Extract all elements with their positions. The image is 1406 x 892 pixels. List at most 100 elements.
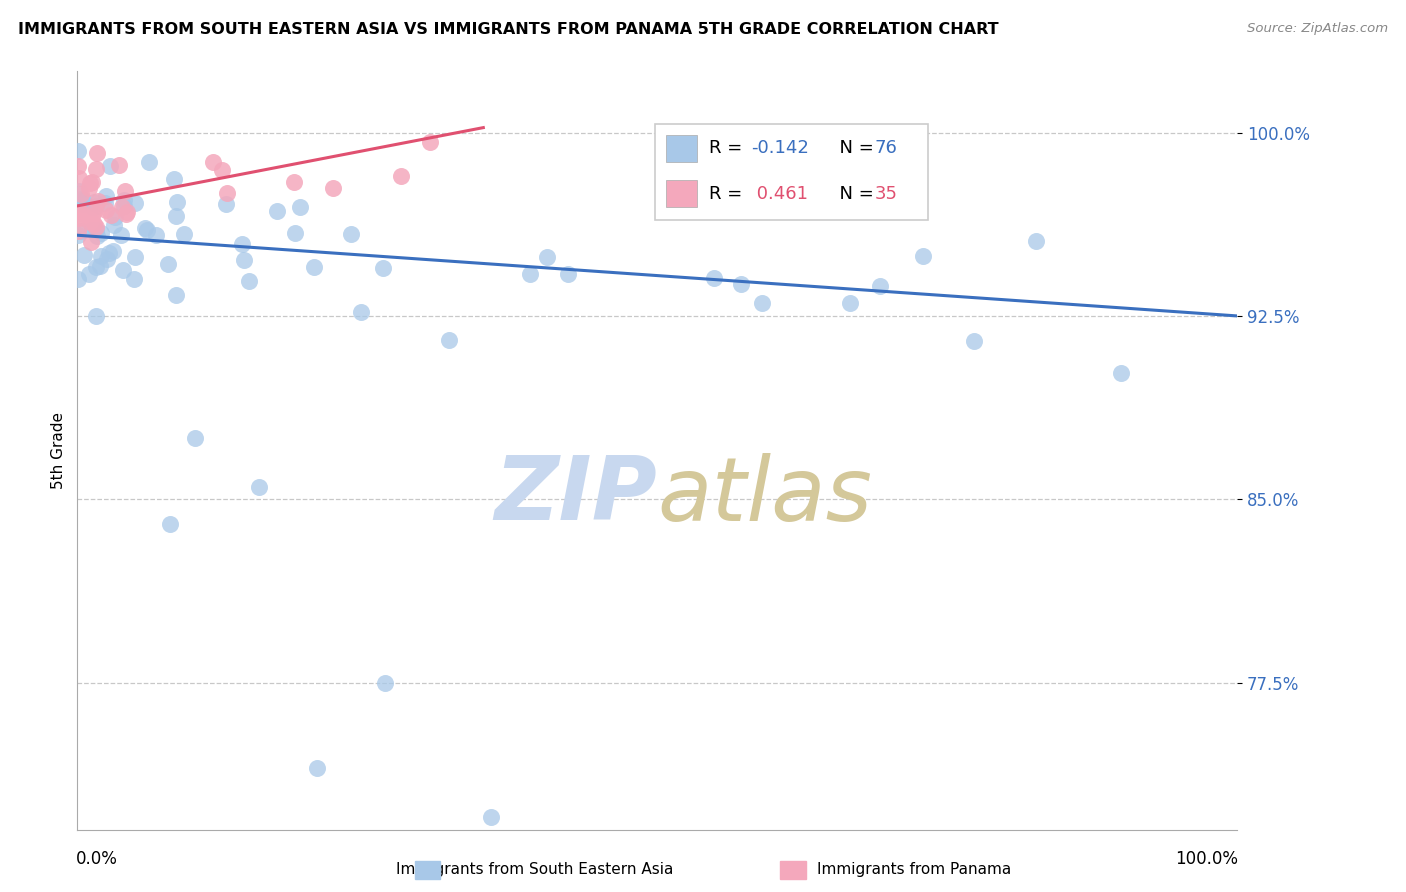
Point [80,235,103,250]
Point [72,193,94,207]
Point [350,305,373,319]
Point [84,223,107,237]
Text: Source: ZipAtlas.com: Source: ZipAtlas.com [1247,22,1388,36]
Point [83,218,105,232]
Point [145,228,167,243]
Y-axis label: 5th Grade: 5th Grade [51,412,66,489]
Point [557,267,579,281]
Point [84,219,107,234]
Point [98,159,121,173]
Text: 35: 35 [875,185,897,202]
Point [911,250,934,264]
Point [302,260,325,275]
Point [94,196,117,211]
Point [115,204,138,219]
Point [82,209,104,223]
Point [79,180,101,194]
Point [96,188,118,202]
Point [305,761,328,775]
Point [96,252,118,267]
Text: IMMIGRANTS FROM SOUTH EASTERN ASIA VS IMMIGRANTS FROM PANAMA 5TH GRADE CORRELATI: IMMIGRANTS FROM SOUTH EASTERN ASIA VS IM… [18,22,998,37]
Point [157,258,180,272]
Point [136,223,159,237]
Point [134,221,156,235]
Point [73,248,96,262]
Point [288,200,311,214]
Text: 100.0%: 100.0% [1175,850,1239,868]
Point [79,176,101,190]
Text: Immigrants from Panama: Immigrants from Panama [817,863,1011,877]
Point [371,260,394,275]
Point [101,244,124,259]
Point [90,249,112,263]
Point [67,272,90,286]
Point [103,218,125,232]
Point [389,169,412,184]
Point [184,431,207,445]
Point [89,259,111,273]
Point [70,206,93,220]
Text: 0.0%: 0.0% [76,850,118,868]
Point [536,250,558,264]
Point [70,224,93,238]
Point [90,226,112,240]
Point [82,200,104,214]
Point [247,480,270,494]
Point [479,810,502,824]
Point [112,199,135,213]
Point [104,211,127,225]
Point [79,214,101,228]
Point [419,135,441,149]
Point [173,227,195,241]
Text: R =: R = [709,139,748,158]
Point [70,205,93,219]
Point [124,251,146,265]
Point [232,253,254,268]
Point [322,181,344,195]
Point [67,170,90,185]
Point [869,278,891,293]
Text: 0.461: 0.461 [751,185,808,202]
Point [165,288,187,302]
Point [67,144,90,158]
Point [374,675,396,690]
Point [100,208,122,222]
Point [108,158,131,172]
Point [67,224,90,238]
Point [215,197,238,211]
Point [159,516,181,531]
Point [83,194,105,209]
Point [69,187,91,202]
Point [79,213,101,227]
Text: R =: R = [709,185,748,202]
Point [67,159,90,173]
Point [84,161,107,176]
Point [122,272,145,286]
Point [238,273,260,287]
Point [963,334,986,349]
Point [519,267,541,281]
Point [111,263,134,277]
Point [67,211,90,225]
Point [211,162,233,177]
Point [86,146,108,161]
Text: 76: 76 [875,139,897,158]
Point [112,194,135,208]
Point [114,207,136,221]
Text: N =: N = [828,185,880,202]
Point [86,229,108,244]
Point [231,236,253,251]
Point [80,175,103,189]
Point [751,296,773,310]
Point [163,172,186,186]
Text: Immigrants from South Eastern Asia: Immigrants from South Eastern Asia [395,863,673,877]
Text: atlas: atlas [658,453,872,539]
Point [1109,367,1132,381]
Point [339,227,361,241]
Text: -0.142: -0.142 [751,139,808,158]
Point [1025,234,1047,248]
Point [114,184,136,198]
Point [70,192,93,206]
Point [98,246,121,260]
Point [124,196,146,211]
